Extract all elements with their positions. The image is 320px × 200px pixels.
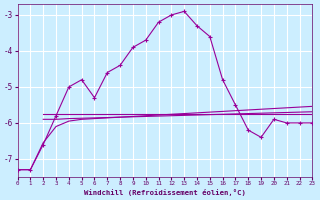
X-axis label: Windchill (Refroidissement éolien,°C): Windchill (Refroidissement éolien,°C) [84, 189, 246, 196]
